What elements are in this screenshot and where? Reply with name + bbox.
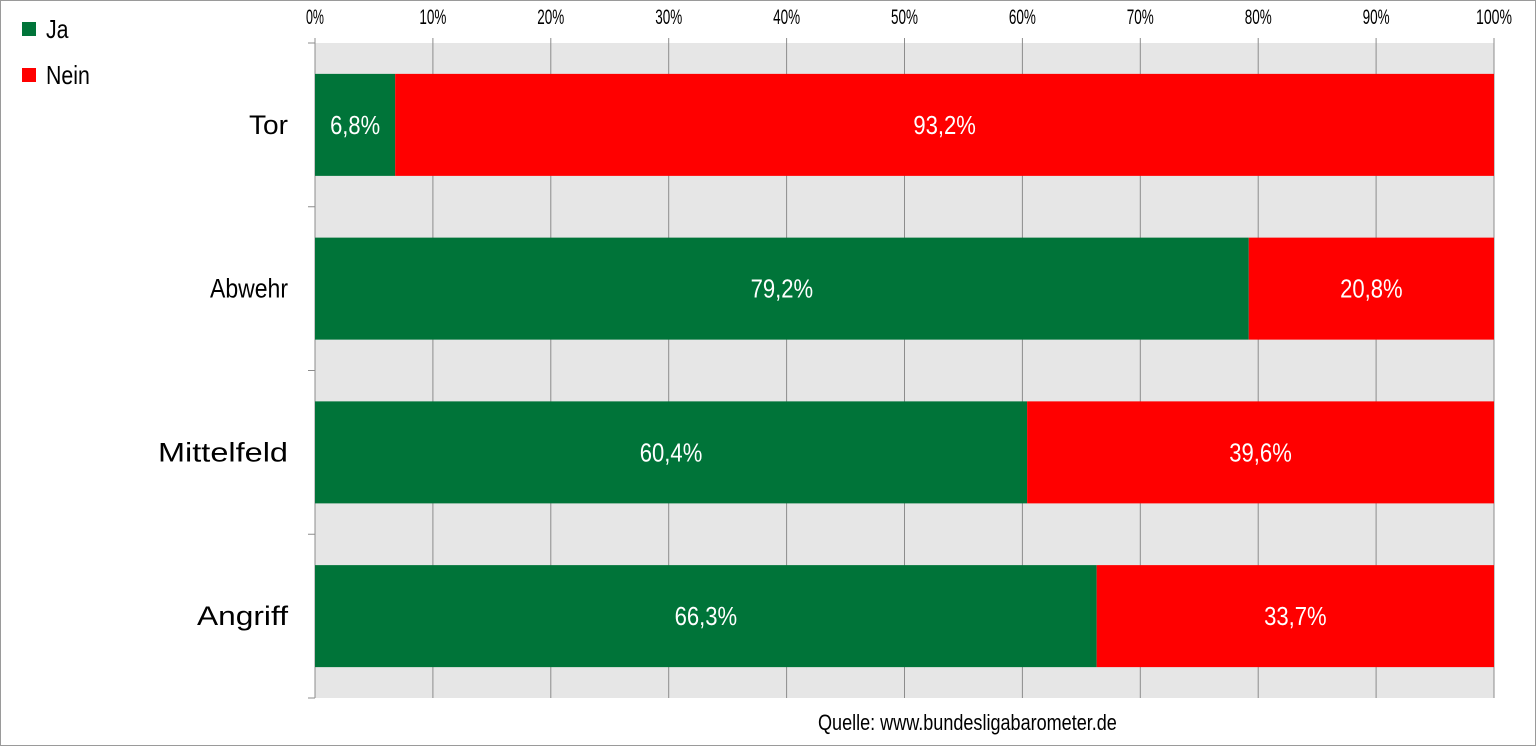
bar-ja-mittelfeld: [315, 401, 1028, 504]
bar-ja-angriff: [315, 565, 1097, 668]
data-label: 20,8%: [1340, 274, 1403, 304]
category-label-angriff: Angriff: [197, 601, 289, 631]
x-tick-label: 70%: [1127, 6, 1154, 29]
x-tick-label: 0%: [306, 6, 324, 29]
bar-nein-abwehr: [1248, 237, 1494, 340]
bar-nein-tor: [395, 73, 1494, 176]
legend-swatch-nein: [22, 68, 36, 82]
x-tick-label: 10%: [419, 6, 446, 29]
x-tick-label: 80%: [1245, 6, 1272, 29]
bar-ja-tor: [315, 73, 396, 176]
x-tick-label: 20%: [537, 6, 564, 29]
bar-nein-mittelfeld: [1027, 401, 1494, 504]
category-label-mittelfeld: Mittelfeld: [158, 437, 288, 467]
bar-ja-abwehr: [315, 237, 1249, 340]
source-note: Quelle: www.bundesligabarometer.de: [818, 710, 1117, 735]
bar-nein-angriff: [1096, 565, 1494, 668]
legend-item-nein: Nein: [22, 52, 99, 98]
x-tick-label: 50%: [891, 6, 918, 29]
legend-label-ja: Ja: [46, 13, 69, 44]
data-label: 33,7%: [1264, 601, 1327, 631]
data-label: 79,2%: [751, 274, 814, 304]
x-tick-label: 90%: [1363, 6, 1390, 29]
category-label-abwehr: Abwehr: [210, 274, 288, 304]
legend-item-ja: Ja: [22, 6, 99, 52]
legend-label-nein: Nein: [46, 59, 90, 90]
data-label: 6,8%: [330, 110, 380, 140]
x-tick-label: 40%: [773, 6, 800, 29]
bars: 6,8% 93,2% 79,2% 20,8% 60,4% 39,6% 66,3% 33,7%: [315, 73, 1494, 668]
data-label: 60,4%: [640, 437, 703, 467]
x-tick-label: 100%: [1476, 6, 1512, 29]
data-label: 39,6%: [1229, 437, 1292, 467]
legend-swatch-ja: [22, 22, 36, 36]
y-axis-categories: Tor Abwehr Mittelfeld Angriff: [158, 110, 289, 631]
data-label: 93,2%: [913, 110, 976, 140]
data-label: 66,3%: [675, 601, 738, 631]
x-tick-label: 30%: [655, 6, 682, 29]
legend: Ja Nein: [22, 6, 99, 98]
x-axis-ticks: 0% 10% 20% 30% 40% 50% 60% 70% 80% 90% 100%: [306, 6, 1512, 43]
category-label-tor: Tor: [249, 110, 288, 140]
x-tick-label: 60%: [1009, 6, 1036, 29]
